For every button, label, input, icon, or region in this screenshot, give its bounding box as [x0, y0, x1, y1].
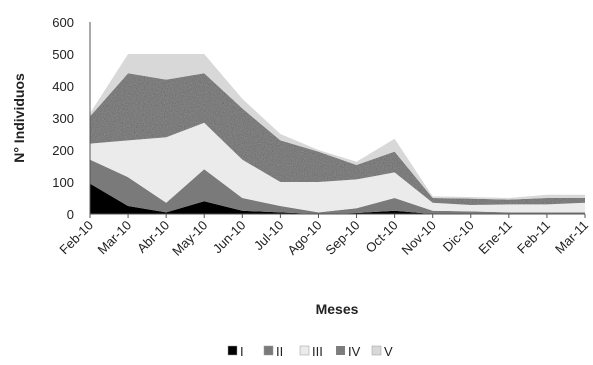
area-series-V	[90, 54, 585, 200]
x-tick-label: May-10	[169, 218, 210, 259]
x-tick-label: Mar-10	[94, 218, 134, 258]
legend: I II III IV V	[227, 344, 393, 359]
legend-label-I: I	[240, 344, 244, 359]
x-tick-label: Oct-10	[363, 218, 401, 256]
y-tick-label: 200	[52, 143, 74, 158]
legend-label-V: V	[384, 344, 393, 359]
x-tick-label: Jun-10	[210, 218, 249, 257]
x-tick-label: Jul-10	[251, 218, 287, 254]
area-series-IV	[90, 73, 585, 205]
y-tick-label: 500	[52, 47, 74, 62]
legend-label-III: III	[312, 344, 323, 359]
legend-label-IV: IV	[348, 344, 361, 359]
y-tick-label: 0	[67, 207, 74, 222]
x-tick-label: Feb-11	[514, 218, 553, 257]
x-tick-label: Ene-11	[475, 218, 515, 258]
y-tick-label: 100	[52, 175, 74, 190]
y-axis-title: N° Individuos	[11, 73, 27, 163]
plot-area	[90, 54, 585, 214]
y-axis-ticks: 0 100 200 300 400 500 600	[52, 15, 74, 222]
x-tick-label: Feb-10	[56, 218, 96, 258]
y-tick-label: 300	[52, 111, 74, 126]
x-axis-title: Meses	[316, 301, 359, 317]
legend-swatch-V	[371, 345, 382, 356]
area-series-III	[90, 122, 585, 213]
legend-swatch-II	[263, 345, 274, 356]
x-tick-label: Nov-10	[399, 218, 439, 258]
x-tick-label: Sep-10	[322, 218, 362, 258]
area-series-I	[90, 183, 585, 214]
legend-swatch-I	[227, 345, 238, 356]
legend-label-II: II	[276, 344, 283, 359]
y-tick-label: 400	[52, 79, 74, 94]
x-tick-label: Dic-10	[440, 218, 477, 255]
legend-swatch-III	[299, 345, 310, 356]
x-tick-label: Ago-10	[284, 218, 324, 258]
y-tick-label: 600	[52, 15, 74, 30]
x-tick-label: Mar-11	[552, 218, 591, 257]
area-series-II	[90, 159, 585, 214]
x-tick-label: Abr-10	[134, 218, 172, 256]
legend-swatch-IV	[335, 345, 346, 356]
